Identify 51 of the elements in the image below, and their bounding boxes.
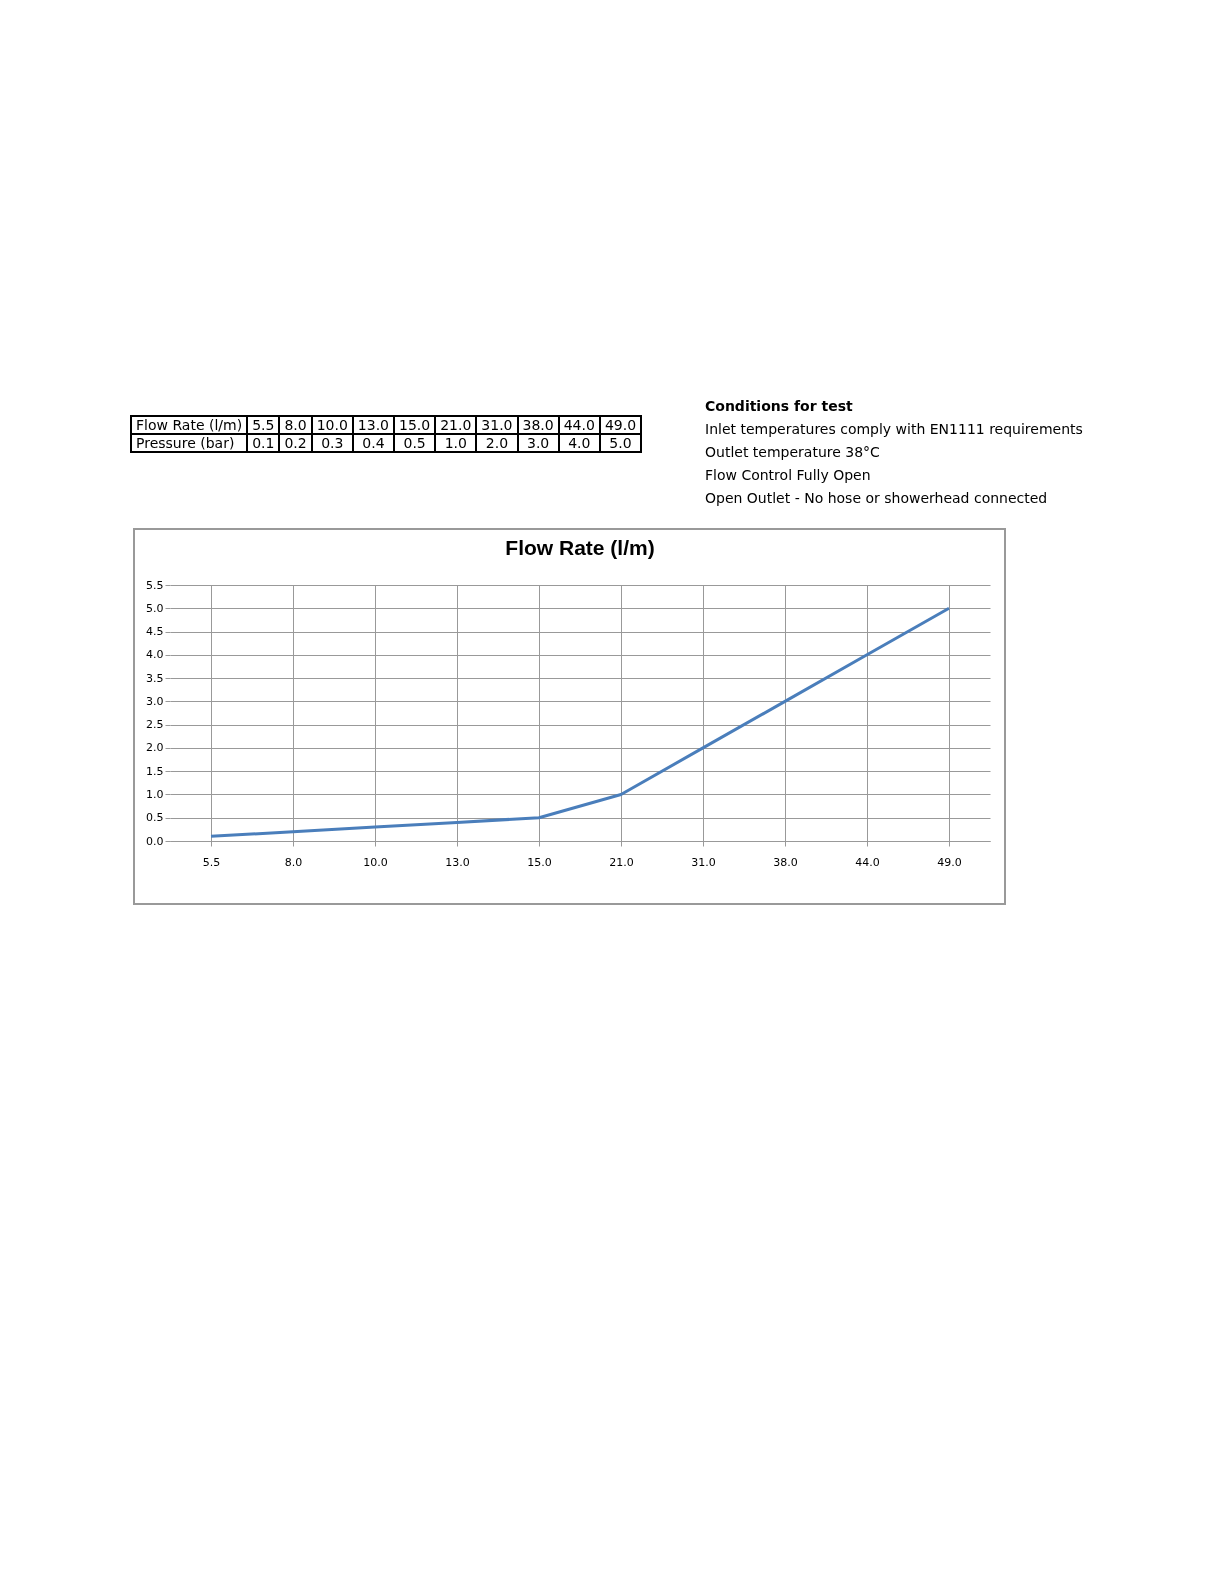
- text: 10.0: [316, 417, 348, 433]
- y-tick-label: 1.5: [146, 764, 164, 778]
- text: 44.0: [563, 417, 595, 433]
- x-tick-label: 38.0: [773, 855, 798, 869]
- y-tick-label: 4.0: [146, 648, 164, 662]
- text: 3.0: [526, 435, 550, 451]
- y-tick-label: 0.5: [146, 811, 164, 825]
- text: Open Outlet - No hose or showerhead connected: [705, 489, 1049, 508]
- text: Flow Control Fully Open: [705, 466, 872, 485]
- text: 2.0: [485, 435, 509, 451]
- text: 0.5: [403, 435, 426, 451]
- y-tick-label: 3.0: [146, 694, 164, 708]
- text: Pressure (bar): [136, 435, 235, 451]
- text: Flow Rate (l/m): [136, 417, 243, 433]
- text: 1.0: [444, 435, 467, 451]
- y-tick-label: 2.5: [146, 718, 164, 732]
- text: 4.0: [568, 435, 591, 451]
- y-tick-label: 5.0: [146, 601, 164, 615]
- text: 0.1: [252, 435, 275, 451]
- x-tick-label: 15.0: [527, 855, 552, 869]
- text: 0.3: [321, 435, 344, 451]
- text: 13.0: [357, 417, 390, 433]
- text: 38.0: [522, 417, 554, 433]
- x-tick-label: 44.0: [855, 855, 880, 869]
- text: 31.0: [481, 417, 513, 433]
- y-tick-label: 3.5: [146, 671, 164, 685]
- x-tick-label: 5.5: [202, 855, 221, 869]
- x-tick-label: 49.0: [937, 855, 962, 869]
- x-tick-label: 13.0: [445, 855, 470, 869]
- text: 8.0: [284, 417, 307, 433]
- chart-title: Flow Rate (l/m): [505, 536, 655, 559]
- text: 0.4: [362, 435, 385, 451]
- text: 0.2: [284, 435, 307, 451]
- y-tick-label: 1.0: [146, 787, 164, 801]
- x-tick-label: 10.0: [363, 855, 388, 869]
- x-tick-label: 31.0: [691, 855, 716, 869]
- y-tick-label: 4.5: [146, 625, 164, 639]
- text: Inlet temperatures comply with EN1111 requirements: [705, 420, 1083, 439]
- text: 5.5: [252, 417, 275, 433]
- y-tick-label: 2.0: [146, 741, 164, 755]
- line-series: [209, 606, 951, 838]
- text: Conditions for test: [705, 397, 854, 416]
- text: 15.0: [399, 417, 431, 433]
- text: 49.0: [604, 417, 637, 433]
- y-tick-label: 0.0: [146, 834, 164, 848]
- y-tick-label: 5.5: [146, 578, 164, 592]
- text: Outlet temperature 38°C: [705, 443, 881, 462]
- text: 5.0: [609, 435, 632, 451]
- x-tick-label: 21.0: [609, 855, 634, 869]
- text: 21.0: [440, 417, 472, 433]
- x-tick-label: 8.0: [284, 855, 303, 869]
